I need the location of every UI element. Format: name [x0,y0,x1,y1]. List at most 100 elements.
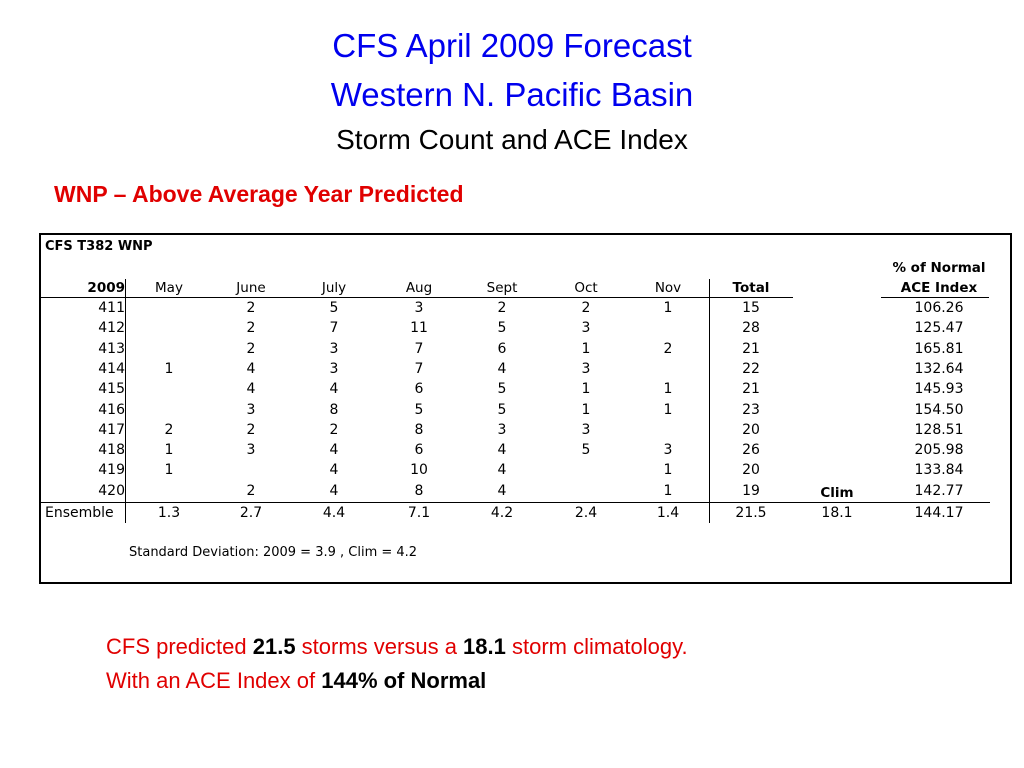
total-cell: 23 [742,401,760,418]
member-id: 412 [98,320,125,337]
id-column-rule [125,279,126,523]
month-cell: 3 [414,300,424,316]
month-cell: 2 [329,421,339,438]
month-cell: 1 [581,381,591,398]
summary-line-1: CFS predicted 21.5 storms versus a 18.1 … [106,632,688,662]
month-cell: 3 [246,401,256,418]
total-cell: 19 [742,482,760,499]
ace-cell: 106.26 [914,300,964,316]
ensemble-cell: 7.1 [407,505,431,521]
table-row: 418 1 3 4 6 4 5 3 26 205.98 [41,442,1012,462]
member-id: 418 [98,442,125,459]
standard-deviation-note: Standard Deviation: 2009 = 3.9 , Clim = … [129,545,418,560]
month-cell: 4 [246,360,256,377]
ensemble-cell: 1.4 [656,505,680,521]
month-cell: 4 [497,442,507,459]
month-cell: 7 [414,340,424,357]
summary-line-2: With an ACE Index of 144% of Normal [106,666,486,696]
month-cell: 5 [329,300,339,316]
month-cell: 1 [581,401,591,418]
month-cell: 10 [410,462,428,479]
month-cell: 2 [581,300,591,316]
month-cell: 2 [663,340,673,357]
month-header: July [321,280,347,296]
summary-text: storms versus a [295,634,464,659]
month-cell: 8 [414,482,424,499]
month-cell: 5 [414,401,424,418]
month-cell: 4 [329,482,339,499]
member-id: 420 [98,482,125,499]
month-cell: 4 [246,381,256,398]
total-cell: 26 [742,442,760,459]
month-cell: 1 [663,482,673,499]
ace-cell: 205.98 [914,442,964,459]
total-cell: 20 [742,462,760,479]
total-cell: 21 [742,340,760,357]
month-cell: 2 [246,482,256,499]
month-cell: 1 [663,300,673,316]
month-cell: 11 [410,320,428,337]
month-cell: 6 [414,442,424,459]
month-cell: 3 [581,360,591,377]
ace-cell: 154.50 [914,401,964,418]
month-cell: 1 [581,340,591,357]
total-column-rule [709,279,710,523]
month-cell: 6 [414,381,424,398]
ensemble-total: 21.5 [735,505,767,521]
month-cell: 1 [164,442,174,459]
total-header: Total [732,280,770,296]
month-cell: 5 [497,381,507,398]
ensemble-cell: 1.3 [157,505,181,521]
ensemble-label: Ensemble [45,505,114,521]
month-cell: 3 [329,340,339,357]
month-cell: 1 [663,381,673,398]
title-line-2: Western N. Pacific Basin [330,76,694,113]
ensemble-cell: 2.4 [574,505,598,521]
ace-header-line-2: ACE Index [900,280,978,296]
ace-cell: 132.64 [914,360,964,377]
table-row: 414 1 4 3 7 4 3 22 132.64 [41,361,1012,381]
month-cell: 1 [164,462,174,479]
member-id: 414 [98,360,125,377]
month-cell: 4 [497,462,507,479]
month-cell: 4 [329,442,339,459]
month-cell: 1 [164,360,174,377]
table-row: 412 2 7 11 5 3 28 125.47 [41,320,1012,340]
month-header: Nov [654,280,682,296]
member-id: 413 [98,340,125,357]
year-header: 2009 [87,280,125,296]
member-id: 411 [98,300,125,316]
month-header: Sept [486,280,518,296]
month-cell: 3 [497,421,507,438]
month-header: May [155,280,183,296]
month-cell: 4 [329,381,339,398]
table-row: 419 1 4 10 4 1 20 133.84 [41,462,1012,482]
ace-header-rule [881,297,989,298]
ace-cell: 128.51 [914,421,964,438]
month-cell: 5 [581,442,591,459]
ensemble-cell: 2.7 [239,505,263,521]
table-row: 420 2 4 8 4 1 19 142.77 [41,483,1012,503]
table-row: 411 2 5 3 2 2 1 15 106.26 [41,300,1012,320]
header-rule [41,297,793,298]
ensemble-rule [41,502,990,503]
forecast-table-panel: CFS T382 WNP % of Normal ACE Index 2009 … [39,233,1012,584]
total-cell: 21 [742,381,760,398]
summary-ace-percent: 144% of Normal [321,668,487,693]
table-row: 416 3 8 5 5 1 1 23 154.50 [41,402,1012,422]
total-cell: 20 [742,421,760,438]
month-cell: 4 [329,462,339,479]
ensemble-clim: 18.1 [821,505,853,521]
ace-cell: 142.77 [914,482,964,499]
month-cell: 2 [497,300,507,316]
month-header: June [236,280,266,296]
ace-header-line-1: % of Normal [892,260,986,276]
month-cell: 4 [497,360,507,377]
summary-text: storm climatology. [505,634,688,659]
member-id: 415 [98,381,125,398]
month-cell: 2 [246,320,256,337]
summary-climatology: 18.1 [463,634,506,659]
ace-cell: 125.47 [914,320,964,337]
month-cell: 2 [246,340,256,357]
headline: WNP – Above Average Year Predicted [54,181,464,207]
